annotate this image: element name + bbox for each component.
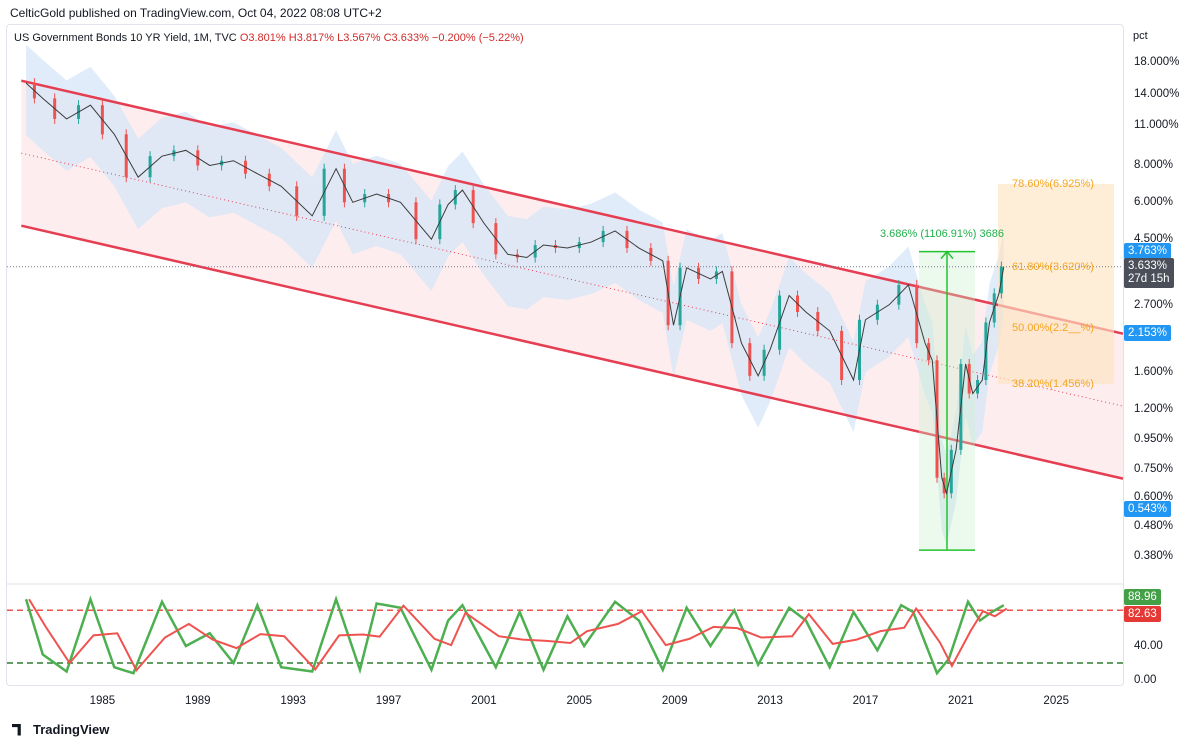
price-tick: 0.950% <box>1134 432 1174 445</box>
price-tick: 0.380% <box>1134 550 1174 562</box>
time-tick: 1993 <box>280 695 306 707</box>
price-tick: 6.000% <box>1134 196 1174 209</box>
time-tick: 2021 <box>948 695 974 707</box>
price-tick: 8.000% <box>1134 159 1174 172</box>
price-line <box>25 82 1005 496</box>
osc-k-tag: 88.96 <box>1124 589 1161 605</box>
tradingview-logo-icon <box>12 723 21 736</box>
chart-frame <box>6 24 1124 686</box>
high-value: H3.817% <box>288 32 335 44</box>
time-tick: 1997 <box>375 695 402 707</box>
channel-price-tag: 2.153% <box>1124 325 1172 341</box>
open-value: O3.801% <box>239 32 286 44</box>
close-value: C3.633% <box>383 32 429 44</box>
measure-label: 3.686% (1106.91%) 3686 <box>880 228 1004 240</box>
price-tick: 0.750% <box>1134 462 1174 475</box>
symbol-title: US Government Bonds 10 YR Yield, 1M, TVC <box>14 32 237 44</box>
price-tick: 1.200% <box>1134 402 1174 415</box>
channel-lower-line <box>21 224 1124 480</box>
osc-k-line <box>24 595 1005 676</box>
time-tick: 2009 <box>661 695 688 707</box>
channel-midline <box>21 152 1124 407</box>
high-price-tag: 3.763% <box>1124 243 1172 259</box>
price-tick: 18.000% <box>1134 55 1180 68</box>
price-tick: 0.480% <box>1134 520 1174 533</box>
measure-arrow <box>940 250 954 260</box>
bar-countdown: 27d 15h <box>1128 273 1170 285</box>
price-tick: 0.600% <box>1134 491 1174 504</box>
bollinger-band <box>26 44 1004 546</box>
time-tick: 2025 <box>1043 695 1070 707</box>
change-value: −0.200% (−5.22%) <box>431 32 524 44</box>
fib-level-label: 61.80%(3.620%) <box>1012 261 1094 274</box>
last-price-tag: 3.633% 27d 15h <box>1124 258 1174 288</box>
last-price-value: 3.633% <box>1128 260 1168 272</box>
symbol-legend: US Government Bonds 10 YR Yield, 1M, TVC… <box>14 32 524 44</box>
price-tick: 4.500% <box>1134 233 1174 246</box>
price-tick: 1.600% <box>1134 365 1174 378</box>
fib-box <box>998 183 1114 384</box>
time-tick: 1985 <box>89 695 116 707</box>
channel-upper-line <box>21 79 1124 335</box>
low-value: L3.567% <box>337 32 381 44</box>
time-tick: 2001 <box>471 695 497 707</box>
osc-tick: 40.00 <box>1134 640 1163 652</box>
publisher-line: CelticGold published on TradingView.com,… <box>10 6 382 20</box>
osc-d-line <box>28 598 1008 672</box>
footer-brand: TradingView <box>33 722 110 737</box>
fib-level-label: 78.60%(6.925%) <box>1012 177 1094 190</box>
time-tick: 2017 <box>852 695 879 707</box>
price-tick: 11.000% <box>1134 118 1179 131</box>
fib-level-label: 38.20%(1.456%) <box>1012 377 1094 390</box>
tradingview-footer[interactable]: TradingView <box>12 722 109 737</box>
osc-tick: 0.00 <box>1134 674 1157 686</box>
price-unit: pct <box>1133 30 1148 42</box>
time-tick: 1989 <box>184 695 211 707</box>
time-tick: 2013 <box>757 695 783 707</box>
low-price-tag: 0.543% <box>1124 501 1172 517</box>
price-tick: 2.700% <box>1134 298 1174 311</box>
fib-level-label: 50.00%(2.2__%) <box>1012 322 1094 335</box>
osc-d-tag: 82.63 <box>1124 606 1161 622</box>
time-tick: 2005 <box>566 695 593 707</box>
price-tick: 14.000% <box>1134 87 1180 100</box>
